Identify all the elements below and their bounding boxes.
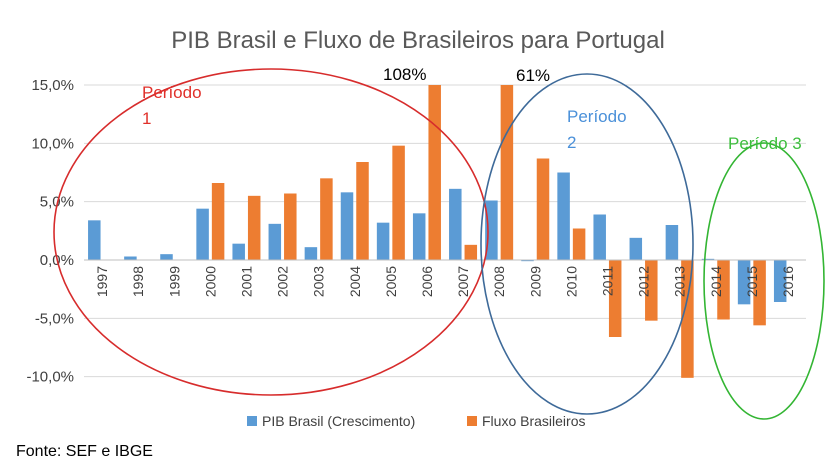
periodo-2-ellipse: [480, 73, 694, 415]
bar-pib-1998: [124, 256, 137, 260]
legend: PIB Brasil (Crescimento) Fluxo Brasileir…: [247, 413, 585, 429]
x-tick-label: 1997: [94, 266, 110, 297]
bar-pib-2009: [521, 260, 534, 262]
legend-swatch-fluxo: [467, 416, 477, 426]
bar-pib-2005: [376, 222, 390, 260]
bar-pib-2011: [593, 214, 606, 260]
legend-label-fluxo: Fluxo Brasileiros: [482, 413, 585, 429]
bar-pib-2010: [557, 172, 570, 260]
bar-pib-2006: [412, 213, 426, 260]
bar-pib-1999: [160, 254, 173, 260]
legend-swatch-pib: [247, 416, 257, 426]
x-tick-label: 2003: [311, 266, 327, 297]
bar-fluxo-2009: [536, 158, 550, 260]
y-tick-label: 15,0%: [31, 77, 74, 94]
bar-fluxo-2010: [572, 228, 586, 260]
x-tick-label: 2010: [563, 266, 579, 297]
gridlines: [84, 84, 806, 378]
chart-title: PIB Brasil e Fluxo de Brasileiros para P…: [171, 27, 665, 54]
periodo-1-ellipse: [53, 68, 489, 396]
bar-pib-2016: [773, 260, 787, 302]
x-tick-label: 2009: [527, 266, 543, 297]
x-tick-label: 2005: [383, 266, 399, 297]
x-tick-label: 2015: [744, 266, 760, 297]
annotation-61-percent: 61%: [516, 66, 550, 85]
x-tick-label: 2016: [780, 266, 796, 297]
bar-fluxo-2000: [211, 183, 225, 260]
x-tick-label: 2000: [202, 266, 218, 297]
bar-pib-2014: [701, 258, 715, 260]
bar-pib-2008: [485, 200, 498, 260]
periodo-3-ellipse: [703, 142, 825, 420]
x-tick-label: 2002: [275, 266, 291, 297]
x-tick-label: 2006: [419, 266, 435, 297]
bar-fluxo-2012: [645, 260, 658, 321]
periodo-1-label: Período: [142, 83, 202, 102]
periodo-2-number: 2: [567, 133, 576, 152]
y-tick-label: 10,0%: [31, 135, 74, 152]
x-tick-label: 1999: [166, 266, 182, 297]
bar-pib-2004: [340, 192, 354, 260]
x-tick-label: 1998: [130, 266, 146, 297]
y-tick-label: -5,0%: [35, 310, 74, 327]
axes: 15,0%10,0%5,0%0,0%-5,0%-10,0%1997 1998 199…: [26, 77, 806, 386]
bars: [88, 85, 787, 378]
bar-fluxo-2015: [753, 260, 766, 326]
periodo-3-label: Período 3: [728, 134, 802, 153]
x-tick-label: 2013: [672, 266, 688, 297]
x-tick-label: 2004: [347, 266, 363, 297]
bar-pib-2003: [304, 247, 318, 260]
y-tick-label: -10,0%: [26, 369, 74, 386]
bar-pib-2015: [737, 260, 751, 305]
x-tick-label: 2008: [491, 266, 507, 297]
x-tick-label: 2001: [238, 266, 254, 297]
periodo-2-label: Período: [567, 107, 627, 126]
bar-pib-2007: [449, 188, 462, 260]
bar-fluxo-2003: [320, 178, 333, 260]
bar-pib-2000: [196, 208, 209, 260]
bar-pib-2013: [665, 225, 679, 260]
periodo-1-number: 1: [142, 109, 151, 128]
bar-fluxo-2011: [608, 260, 622, 337]
annotation-108-percent: 108%: [383, 65, 426, 84]
bar-fluxo-2008: [500, 85, 514, 260]
bar-fluxo-2005: [392, 145, 405, 260]
source-note: Fonte: SEF e IBGE: [16, 443, 153, 460]
x-tick-label: 2011: [599, 266, 615, 296]
bar-pib-1997: [88, 220, 101, 260]
bar-fluxo-2014: [717, 260, 730, 320]
x-tick-label: 2014: [708, 266, 724, 297]
bar-pib-2001: [232, 243, 245, 260]
bar-fluxo-2006: [428, 85, 441, 260]
bar-fluxo-2002: [284, 193, 297, 260]
bar-fluxo-2001: [247, 195, 261, 260]
bar-fluxo-2007: [464, 244, 478, 260]
x-tick-label: 2012: [636, 266, 652, 297]
bar-fluxo-2013: [681, 260, 694, 378]
legend-label-pib: PIB Brasil (Crescimento): [262, 413, 415, 429]
bar-pib-2002: [268, 223, 282, 260]
bar-pib-2012: [629, 237, 643, 260]
bar-fluxo-2004: [356, 162, 369, 260]
x-tick-label: 2007: [455, 266, 471, 297]
